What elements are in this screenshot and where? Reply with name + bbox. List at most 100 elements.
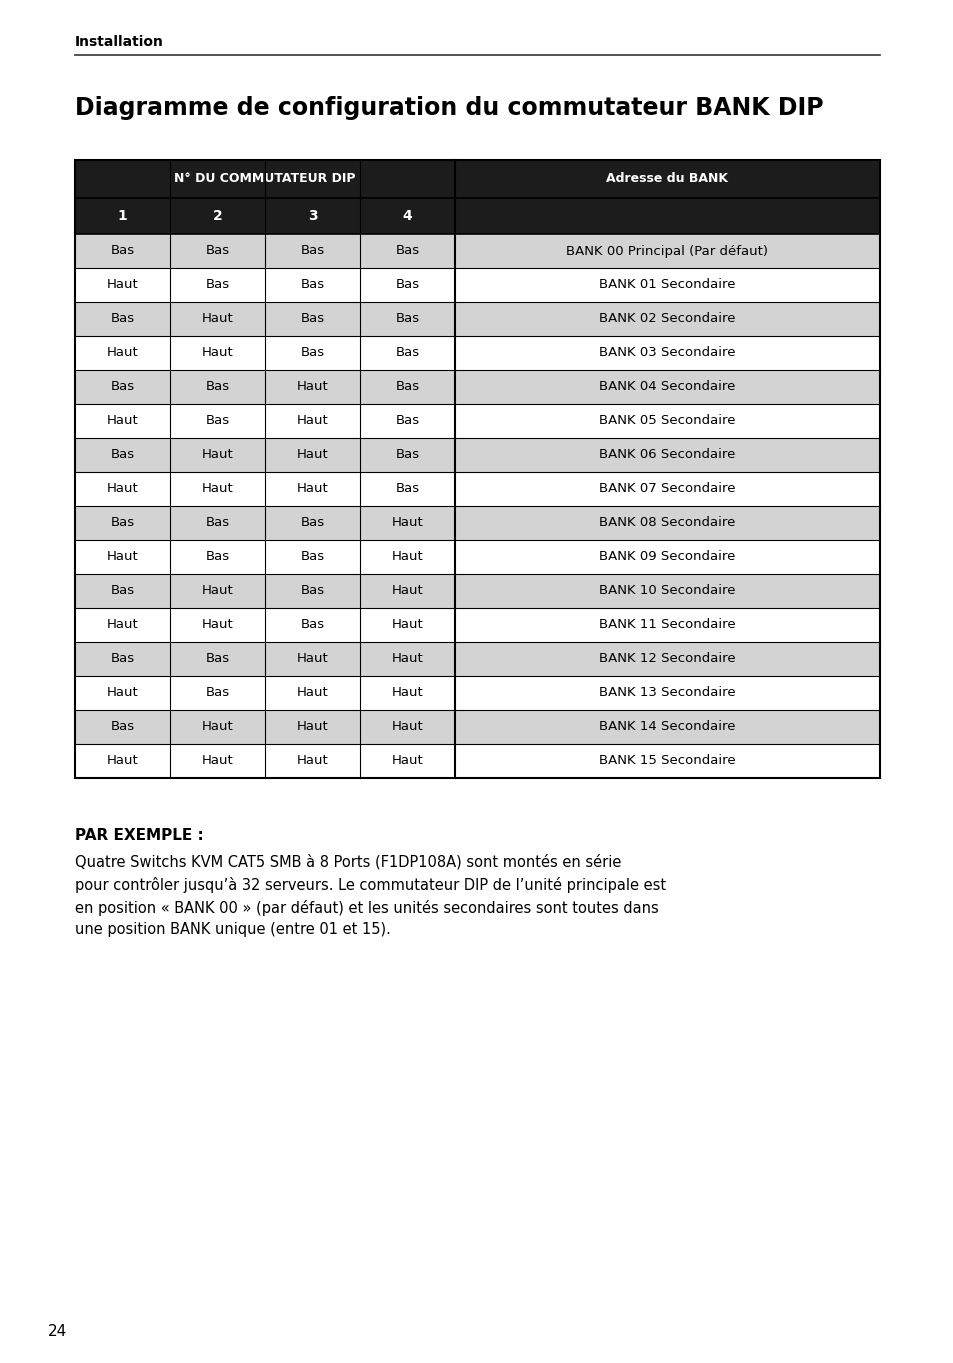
Text: BANK 14 Secondaire: BANK 14 Secondaire xyxy=(598,721,735,733)
Text: Bas: Bas xyxy=(111,653,134,665)
Text: Haut: Haut xyxy=(391,551,423,563)
Bar xyxy=(455,337,879,369)
Text: Haut: Haut xyxy=(107,551,138,563)
Bar xyxy=(359,198,455,234)
Text: Bas: Bas xyxy=(205,687,230,699)
Text: 3: 3 xyxy=(307,209,317,224)
Text: Haut: Haut xyxy=(391,517,423,529)
Text: Bas: Bas xyxy=(111,448,134,462)
Bar xyxy=(359,710,455,744)
Text: Haut: Haut xyxy=(107,755,138,767)
Bar xyxy=(265,608,359,642)
Text: Bas: Bas xyxy=(395,483,419,496)
Text: Bas: Bas xyxy=(300,585,324,597)
Text: Bas: Bas xyxy=(395,448,419,462)
Text: BANK 04 Secondaire: BANK 04 Secondaire xyxy=(598,380,735,394)
Bar xyxy=(265,506,359,540)
Text: BANK 01 Secondaire: BANK 01 Secondaire xyxy=(598,278,735,292)
Bar xyxy=(359,540,455,574)
Bar xyxy=(455,642,879,676)
Bar xyxy=(359,303,455,337)
Bar xyxy=(455,472,879,506)
Bar xyxy=(265,438,359,472)
Text: PAR EXEMPLE :: PAR EXEMPLE : xyxy=(75,827,204,842)
Text: Bas: Bas xyxy=(111,312,134,326)
Bar xyxy=(75,269,170,303)
Bar xyxy=(170,506,265,540)
Text: Haut: Haut xyxy=(391,619,423,631)
Text: Haut: Haut xyxy=(201,755,233,767)
Text: BANK 06 Secondaire: BANK 06 Secondaire xyxy=(598,448,735,462)
Text: Quatre Switchs KVM CAT5 SMB à 8 Ports (F1DP108A) sont montés en série
pour contr: Quatre Switchs KVM CAT5 SMB à 8 Ports (F… xyxy=(75,855,665,938)
Bar xyxy=(359,608,455,642)
Bar xyxy=(265,337,359,369)
Bar xyxy=(170,234,265,269)
Bar xyxy=(170,574,265,608)
Text: BANK 15 Secondaire: BANK 15 Secondaire xyxy=(598,755,735,767)
Text: BANK 13 Secondaire: BANK 13 Secondaire xyxy=(598,687,735,699)
Text: Bas: Bas xyxy=(395,312,419,326)
Text: Bas: Bas xyxy=(300,278,324,292)
Text: Haut: Haut xyxy=(107,278,138,292)
Text: Haut: Haut xyxy=(201,721,233,733)
Text: 4: 4 xyxy=(402,209,412,224)
Text: Haut: Haut xyxy=(391,755,423,767)
Bar xyxy=(75,506,170,540)
Bar xyxy=(265,540,359,574)
Bar xyxy=(359,744,455,778)
Bar xyxy=(170,642,265,676)
Text: 1: 1 xyxy=(117,209,128,224)
Text: Bas: Bas xyxy=(300,517,324,529)
Text: Bas: Bas xyxy=(300,312,324,326)
Text: Haut: Haut xyxy=(296,755,328,767)
Bar xyxy=(455,710,879,744)
Text: Bas: Bas xyxy=(300,551,324,563)
Text: Bas: Bas xyxy=(205,653,230,665)
Bar xyxy=(265,710,359,744)
Bar xyxy=(170,676,265,710)
Bar xyxy=(359,438,455,472)
Bar xyxy=(75,159,879,778)
Bar xyxy=(170,269,265,303)
Bar xyxy=(75,540,170,574)
Bar xyxy=(265,234,359,269)
Text: Haut: Haut xyxy=(296,448,328,462)
Bar xyxy=(455,198,879,234)
Bar xyxy=(455,159,879,198)
Bar xyxy=(359,574,455,608)
Text: Installation: Installation xyxy=(75,35,164,49)
Bar xyxy=(75,472,170,506)
Bar xyxy=(359,337,455,369)
Bar xyxy=(265,472,359,506)
Bar xyxy=(75,642,170,676)
Text: Bas: Bas xyxy=(205,517,230,529)
Text: Haut: Haut xyxy=(107,483,138,496)
Bar xyxy=(170,369,265,403)
Text: Bas: Bas xyxy=(205,414,230,428)
Text: Adresse du BANK: Adresse du BANK xyxy=(606,173,728,185)
Text: Haut: Haut xyxy=(201,312,233,326)
Text: BANK 02 Secondaire: BANK 02 Secondaire xyxy=(598,312,735,326)
Text: Bas: Bas xyxy=(111,585,134,597)
Text: 2: 2 xyxy=(213,209,222,224)
Bar xyxy=(359,506,455,540)
Text: Bas: Bas xyxy=(205,551,230,563)
Text: Bas: Bas xyxy=(395,414,419,428)
Bar xyxy=(75,369,170,403)
Text: BANK 09 Secondaire: BANK 09 Secondaire xyxy=(598,551,735,563)
Bar xyxy=(75,303,170,337)
Bar xyxy=(359,369,455,403)
Bar xyxy=(455,403,879,438)
Text: Haut: Haut xyxy=(107,619,138,631)
Bar xyxy=(170,472,265,506)
Text: Haut: Haut xyxy=(296,721,328,733)
Bar xyxy=(455,438,879,472)
Text: Haut: Haut xyxy=(296,380,328,394)
Text: Bas: Bas xyxy=(300,346,324,360)
Bar xyxy=(75,403,170,438)
Bar xyxy=(359,676,455,710)
Bar xyxy=(265,744,359,778)
Bar xyxy=(265,369,359,403)
Text: Haut: Haut xyxy=(391,585,423,597)
Bar xyxy=(455,540,879,574)
